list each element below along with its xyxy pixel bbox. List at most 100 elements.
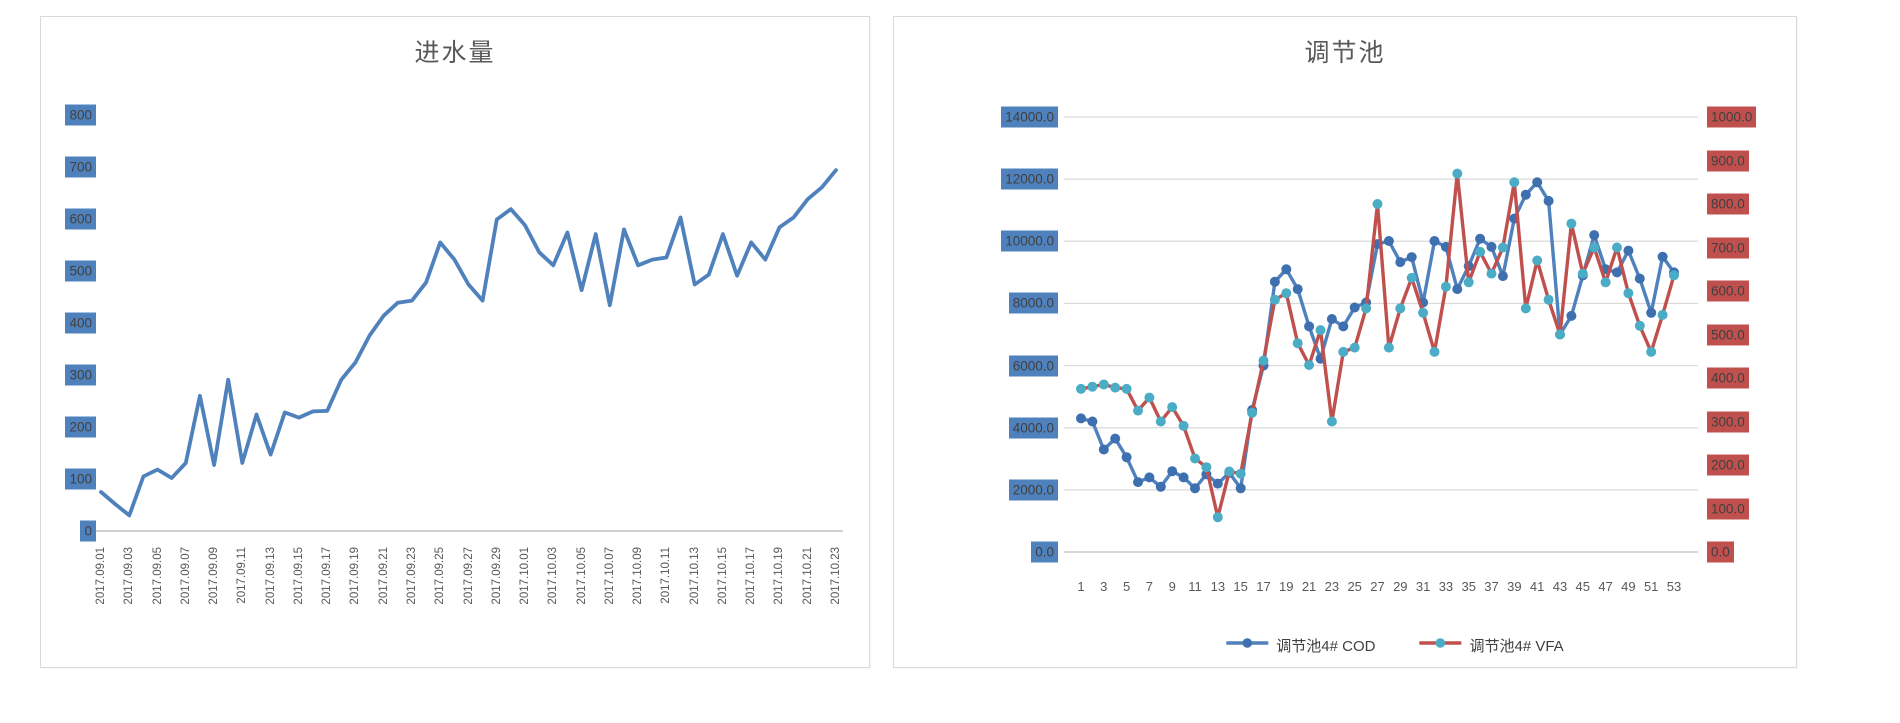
data-point-marker bbox=[1269, 276, 1280, 287]
tank-x-tick-label: 9 bbox=[1168, 579, 1176, 594]
tank-x-tick-label: 7 bbox=[1145, 579, 1154, 594]
inflow-x-tick-label: 2017.10.05 bbox=[575, 547, 588, 605]
data-point-marker bbox=[1623, 288, 1634, 299]
data-point-marker bbox=[1155, 481, 1166, 492]
tank-x-tick-label: 1 bbox=[1077, 579, 1085, 594]
inflow-y-tick-label: 100 bbox=[65, 468, 96, 490]
data-point-marker bbox=[1395, 303, 1406, 314]
inflow-x-tick-label: 2017.10.07 bbox=[603, 547, 616, 605]
data-point-marker bbox=[1543, 294, 1554, 305]
tank-chart-title: 调节池 bbox=[1304, 40, 1386, 67]
inflow-x-tick-label: 2017.10.23 bbox=[830, 547, 842, 605]
data-point-marker bbox=[1098, 444, 1109, 455]
inflow-x-tick-label: 2017.10.13 bbox=[688, 547, 701, 605]
inflow-x-tick-label: 2017.10.11 bbox=[660, 547, 673, 604]
tank-x-tick-label: 21 bbox=[1301, 579, 1317, 594]
tank-x-tick-label: 47 bbox=[1598, 579, 1613, 594]
tank-chart-legend: 调节池4# COD 调节池4# VFA bbox=[1224, 635, 1564, 656]
data-point-marker bbox=[1486, 268, 1497, 279]
inflow-x-tick-label: 2017.10.21 bbox=[801, 547, 814, 605]
tank-right-y-tick-label: 1000.0 bbox=[1707, 106, 1757, 128]
data-point-marker bbox=[1281, 264, 1292, 275]
tank-right-y-tick-label: 700.0 bbox=[1707, 237, 1749, 258]
tank-x-tick-label: 35 bbox=[1461, 579, 1476, 594]
data-point-marker bbox=[1304, 360, 1315, 370]
inflow-x-tick-label: 2017.09.19 bbox=[349, 547, 362, 605]
data-point-marker bbox=[1269, 294, 1280, 305]
data-point-marker bbox=[1634, 320, 1645, 331]
data-point-marker bbox=[1167, 466, 1178, 477]
data-point-marker bbox=[1224, 466, 1235, 477]
tank-right-y-tick-label: 100.0 bbox=[1707, 498, 1749, 519]
inflow-x-tick-label: 2017.09.05 bbox=[151, 547, 164, 605]
data-point-marker bbox=[1167, 402, 1178, 413]
vfa-series-line bbox=[1079, 171, 1676, 519]
data-point-marker bbox=[1372, 199, 1383, 209]
data-point-marker bbox=[1190, 483, 1200, 494]
inflow-x-tick-label: 2017.09.29 bbox=[490, 547, 503, 605]
data-point-marker bbox=[1452, 284, 1463, 295]
tank-left-y-tick-label: 2000.0 bbox=[1008, 479, 1058, 501]
legend-item-vfa[interactable]: 调节池4# VFA bbox=[1417, 635, 1564, 656]
data-point-marker bbox=[1121, 383, 1132, 394]
data-point-marker bbox=[1589, 242, 1600, 253]
data-point-marker bbox=[1612, 267, 1622, 278]
vfa-legend-marker-icon bbox=[1417, 636, 1463, 655]
data-point-marker bbox=[1235, 468, 1246, 479]
data-point-marker bbox=[1190, 453, 1200, 464]
cod-legend-label: 调节池4# COD bbox=[1276, 638, 1376, 655]
tank-x-tick-label: 15 bbox=[1233, 579, 1248, 594]
data-point-marker bbox=[1087, 416, 1098, 427]
data-point-marker bbox=[1406, 252, 1417, 263]
inflow-x-tick-label: 2017.09.07 bbox=[179, 547, 192, 605]
tank-x-tick-label: 33 bbox=[1438, 579, 1454, 594]
data-point-marker bbox=[1600, 277, 1611, 288]
data-point-marker bbox=[1235, 483, 1246, 494]
tank-right-y-tick-label: 0.0 bbox=[1707, 541, 1734, 563]
data-point-marker bbox=[1087, 381, 1098, 392]
tank-chart-svg bbox=[1064, 116, 1698, 553]
inflow-x-tick-label: 2017.09.23 bbox=[405, 547, 418, 605]
inflow-y-tick-label: 300 bbox=[65, 364, 96, 386]
data-point-marker bbox=[1178, 420, 1189, 431]
tank-x-tick-label: 31 bbox=[1415, 579, 1431, 594]
data-point-marker bbox=[1429, 346, 1440, 357]
tank-x-tick-label: 43 bbox=[1552, 579, 1568, 594]
tank-right-y-tick-label: 400.0 bbox=[1707, 367, 1749, 389]
data-point-marker bbox=[1497, 271, 1508, 282]
tank-right-y-tick-label: 900.0 bbox=[1707, 150, 1749, 171]
inflow-x-tick-label: 2017.09.21 bbox=[377, 547, 390, 605]
tank-x-tick-label: 5 bbox=[1122, 579, 1131, 594]
inflow-x-tick-label: 2017.10.15 bbox=[716, 547, 729, 605]
data-point-marker bbox=[1383, 236, 1394, 246]
data-point-marker bbox=[1395, 257, 1406, 268]
data-point-marker bbox=[1475, 233, 1486, 244]
inflow-x-tick-label: 2017.09.11 bbox=[236, 547, 249, 604]
legend-item-cod[interactable]: 调节池4# COD bbox=[1224, 635, 1375, 656]
data-point-marker bbox=[1121, 452, 1132, 463]
data-point-marker bbox=[1532, 255, 1543, 266]
inflow-x-tick-label: 2017.09.13 bbox=[264, 547, 277, 605]
data-point-marker bbox=[1258, 355, 1269, 366]
data-point-marker bbox=[1315, 325, 1326, 336]
tank-right-y-tick-label: 800.0 bbox=[1707, 193, 1749, 215]
tank-x-tick-label: 13 bbox=[1210, 579, 1226, 594]
data-point-marker bbox=[1326, 314, 1337, 324]
inflow-x-tick-label: 2017.09.03 bbox=[123, 547, 136, 605]
data-point-marker bbox=[1634, 273, 1645, 284]
data-point-marker bbox=[1212, 478, 1223, 489]
tank-x-tick-label: 27 bbox=[1370, 579, 1385, 594]
data-point-marker bbox=[1577, 268, 1588, 279]
inflow-series-line bbox=[99, 168, 838, 518]
vfa-legend-label: 调节池4# VFA bbox=[1469, 638, 1564, 655]
data-point-marker bbox=[1304, 321, 1315, 332]
data-point-marker bbox=[1155, 416, 1166, 427]
tank-left-y-tick-label: 0.0 bbox=[1031, 541, 1058, 563]
cod-series-line bbox=[1079, 180, 1676, 490]
data-point-marker bbox=[1338, 321, 1349, 332]
data-point-marker bbox=[1292, 284, 1303, 295]
data-point-marker bbox=[1566, 310, 1577, 321]
tank-left-y-tick-label: 10000.0 bbox=[1001, 230, 1058, 252]
inflow-y-tick-label: 800 bbox=[65, 104, 96, 126]
